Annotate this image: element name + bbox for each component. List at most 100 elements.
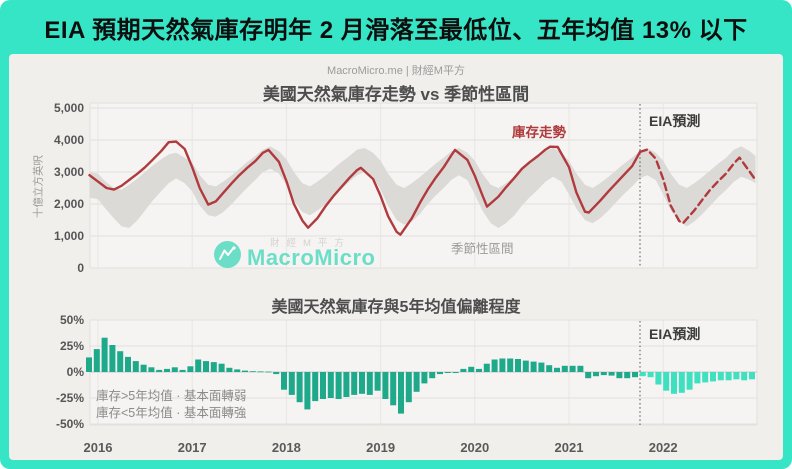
bottom-chart-title: 美國天然氣庫存與5年均值偏離程度 [0,293,792,317]
bottom-y-tick-label: 50% [36,313,84,327]
deviation-bar-history [234,369,240,372]
deviation-bar-history [375,372,381,391]
deviation-bar-forecast [671,372,677,394]
top-chart-title: 美國天然氣庫存走勢 vs 季節性區間 [0,80,792,105]
deviation-bar-forecast [710,372,716,381]
watermark-brand: MacroMicro [247,245,375,271]
deviation-bar-forecast [687,372,693,390]
deviation-bar-forecast [655,372,661,385]
deviation-bar-history [429,372,435,378]
top-y-tick-label: 5,000 [36,101,84,115]
deviation-bar-history [562,366,568,372]
note-above-average: 庫存>5年均值 · 基本面轉弱 [96,388,246,405]
deviation-bar-history [133,361,139,372]
deviation-bar-history [273,372,279,374]
deviation-bar-history [281,372,287,390]
deviation-bar-history [351,372,357,395]
top-y-tick-label: 0 [36,261,84,275]
top-forecast-label: EIA預測 [649,111,700,131]
deviation-bar-forecast [741,372,747,380]
deviation-bar-forecast [733,372,739,379]
deviation-bar-history [226,368,232,372]
deviation-bar-history [297,372,303,402]
deviation-bar-history [492,360,498,373]
deviation-bar-forecast [694,372,700,383]
x-year-label: 2021 [545,440,593,455]
deviation-bar-history [624,372,630,378]
deviation-bar-history [476,369,482,372]
top-y-tick-label: 1,000 [36,229,84,243]
deviation-bar-history [336,372,342,399]
deviation-bar-history [141,365,147,372]
inventory-line-label: 庫存走勢 [512,121,566,141]
deviation-bar-history [570,366,576,372]
deviation-bar-history [554,368,560,372]
deviation-bar-history [538,363,544,372]
deviation-bar-forecast [749,372,755,379]
deviation-bar-history [203,361,209,372]
deviation-bar-history [421,372,427,383]
deviation-bar-history [86,357,92,372]
deviation-bar-history [398,372,404,414]
deviation-bar-history [593,372,599,376]
bottom-y-tick-label: -50% [36,417,84,431]
top-chart-y-axis-title: 十億立方英呎 [31,139,46,235]
deviation-bar-history [616,372,622,378]
deviation-bar-history [343,372,349,397]
deviation-bar-history [515,359,521,372]
deviation-bar-history [414,372,420,392]
bottom-forecast-label: EIA預測 [649,324,700,344]
deviation-bar-history [632,372,638,377]
bottom-y-tick-label: 0% [36,365,84,379]
top-y-tick-label: 3,000 [36,165,84,179]
deviation-bar-history [531,362,537,372]
deviation-bar-forecast [718,372,724,380]
seasonal-band-label: 季節性區間 [451,238,514,257]
deviation-bar-history [382,372,388,399]
deviation-bar-history [109,345,115,372]
deviation-bar-history [180,370,186,372]
deviation-bar-history [484,364,490,372]
deviation-bar-history [102,338,108,372]
deviation-bar-history [437,372,443,374]
deviation-bar-history [507,359,513,373]
deviation-bar-history [164,369,170,372]
deviation-bar-history [546,365,552,372]
deviation-bar-history [148,367,154,372]
deviation-bar-history [320,372,326,399]
deviation-bar-history [406,372,412,402]
deviation-bar-forecast [648,372,654,377]
deviation-bar-forecast [702,372,708,382]
deviation-bar-history [609,372,615,376]
deviation-bar-history [601,372,607,375]
x-year-label: 2019 [357,440,405,455]
watermark: 財經M平方 MacroMicro [214,234,404,280]
deviation-bar-history [125,357,131,372]
macromicro-chart-frame: EIA 預期天然氣庫存明年 2 月滑落至最低位、五年均值 13% 以下 Macr… [0,0,792,469]
macromicro-logo-icon [214,241,241,268]
deviation-bar-history [187,366,193,372]
deviation-bar-history [359,372,365,394]
x-year-label: 2016 [74,440,122,455]
deviation-bar-history [219,364,225,372]
deviation-bar-history [156,370,162,372]
deviation-bar-history [445,372,451,373]
deviation-bar-history [211,362,217,372]
deviation-notes: 庫存>5年均值 · 基本面轉弱 庫存<5年均值 · 基本面轉強 [96,388,246,422]
top-y-tick-label: 4,000 [36,133,84,147]
deviation-bar-history [585,372,591,378]
deviation-bar-history [172,367,178,372]
top-y-tick-label: 2,000 [36,197,84,211]
note-below-average: 庫存<5年均值 · 基本面轉強 [96,405,246,422]
source-attribution: MacroMicro.me | 財經M平方 [0,62,792,78]
deviation-bar-history [460,369,466,372]
deviation-bar-history [195,360,201,373]
deviation-bar-history [304,372,310,409]
deviation-bar-history [367,372,373,395]
x-year-label: 2022 [639,440,687,455]
deviation-bar-history [250,371,256,372]
bottom-y-tick-label: 25% [36,339,84,353]
deviation-bar-history [523,361,529,372]
deviation-bar-history [242,371,248,372]
deviation-bar-history [117,351,123,372]
